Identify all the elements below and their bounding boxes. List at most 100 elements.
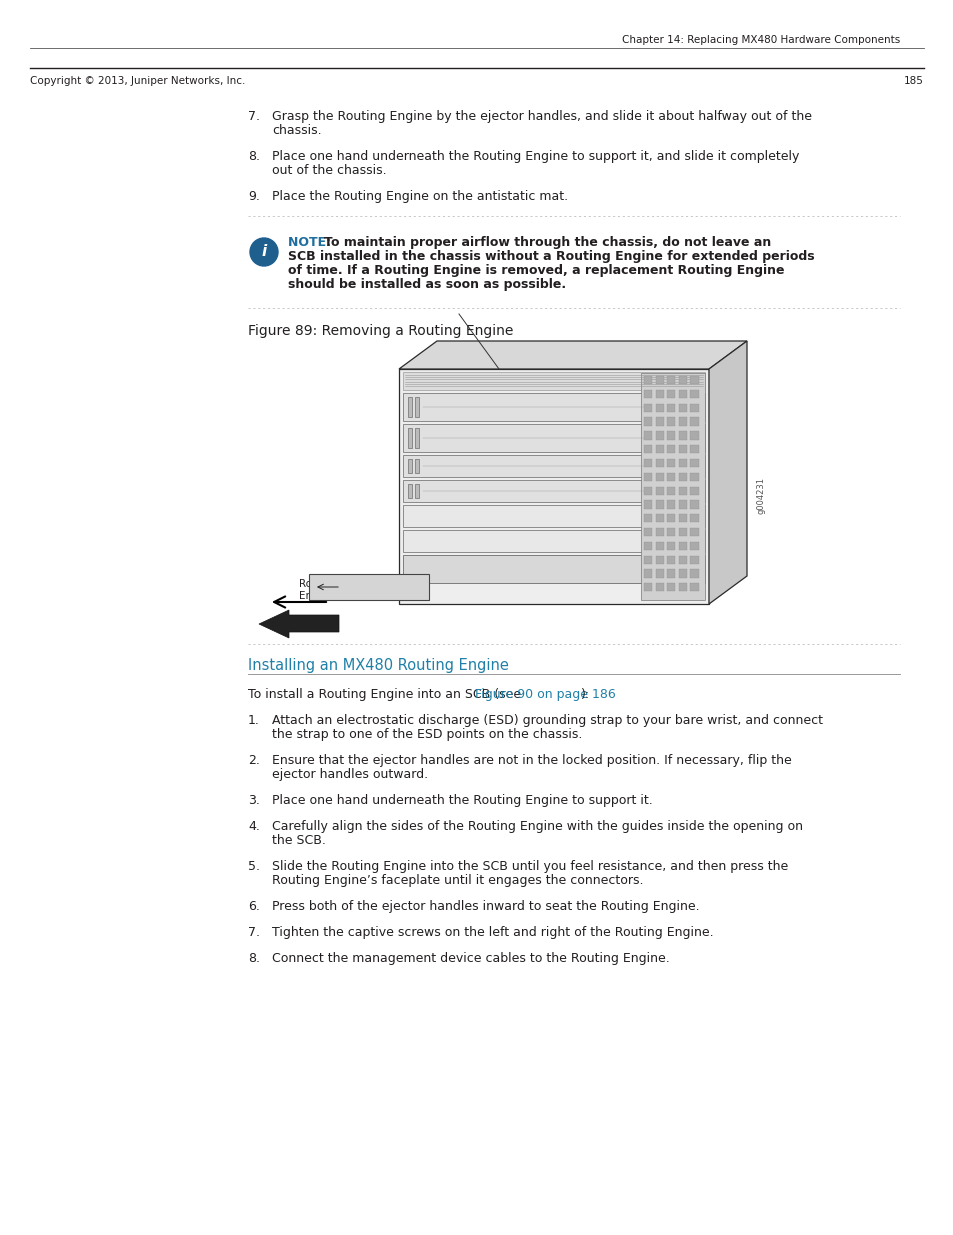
Text: ):: ): — [580, 688, 590, 701]
Polygon shape — [655, 445, 663, 453]
Polygon shape — [679, 390, 686, 398]
Polygon shape — [655, 459, 663, 467]
Polygon shape — [643, 487, 652, 495]
Polygon shape — [679, 375, 686, 384]
Polygon shape — [666, 375, 675, 384]
Polygon shape — [655, 487, 663, 495]
Text: 2.: 2. — [248, 755, 259, 767]
Text: To install a Routing Engine into an SCB (see: To install a Routing Engine into an SCB … — [248, 688, 524, 701]
Text: Ensure that the ejector handles are not in the locked position. If necessary, fl: Ensure that the ejector handles are not … — [272, 755, 791, 767]
Text: 3.: 3. — [248, 794, 259, 806]
Text: should be installed as soon as possible.: should be installed as soon as possible. — [288, 278, 565, 291]
Text: Place one hand underneath the Routing Engine to support it, and slide it complet: Place one hand underneath the Routing En… — [272, 149, 799, 163]
Polygon shape — [398, 341, 746, 369]
Polygon shape — [666, 473, 675, 480]
Polygon shape — [643, 514, 652, 522]
Text: Carefully align the sides of the Routing Engine with the guides inside the openi: Carefully align the sides of the Routing… — [272, 820, 802, 832]
Text: Place one hand underneath the Routing Engine to support it.: Place one hand underneath the Routing En… — [272, 794, 652, 806]
Polygon shape — [643, 375, 652, 384]
Polygon shape — [690, 390, 698, 398]
Polygon shape — [643, 390, 652, 398]
Text: Tighten the captive screws on the left and right of the Routing Engine.: Tighten the captive screws on the left a… — [272, 926, 713, 939]
Polygon shape — [643, 473, 652, 480]
Text: the strap to one of the ESD points on the chassis.: the strap to one of the ESD points on th… — [272, 727, 581, 741]
Polygon shape — [643, 569, 652, 578]
Polygon shape — [690, 527, 698, 536]
Polygon shape — [655, 417, 663, 426]
Polygon shape — [408, 396, 412, 417]
Polygon shape — [666, 500, 675, 509]
Text: 6.: 6. — [248, 900, 259, 913]
Polygon shape — [643, 404, 652, 412]
Polygon shape — [398, 369, 708, 604]
Polygon shape — [643, 431, 652, 440]
Polygon shape — [666, 417, 675, 426]
Polygon shape — [655, 500, 663, 509]
Polygon shape — [643, 542, 652, 550]
Polygon shape — [402, 480, 704, 501]
Text: Place the Routing Engine on the antistatic mat.: Place the Routing Engine on the antistat… — [272, 190, 568, 203]
Polygon shape — [690, 583, 698, 592]
Polygon shape — [258, 610, 338, 638]
Text: 5.: 5. — [248, 860, 260, 873]
Polygon shape — [666, 556, 675, 564]
Polygon shape — [666, 459, 675, 467]
Polygon shape — [415, 459, 418, 473]
Polygon shape — [643, 417, 652, 426]
Text: 185: 185 — [903, 77, 923, 86]
Polygon shape — [643, 527, 652, 536]
Polygon shape — [679, 583, 686, 592]
Polygon shape — [666, 404, 675, 412]
Polygon shape — [679, 445, 686, 453]
Polygon shape — [679, 459, 686, 467]
Text: 8.: 8. — [248, 149, 260, 163]
Polygon shape — [415, 396, 418, 417]
Polygon shape — [655, 583, 663, 592]
Text: 7.: 7. — [248, 926, 260, 939]
Text: NOTE:: NOTE: — [288, 236, 335, 249]
Polygon shape — [655, 556, 663, 564]
Text: Press both of the ejector handles inward to seat the Routing Engine.: Press both of the ejector handles inward… — [272, 900, 699, 913]
Polygon shape — [408, 484, 412, 498]
Polygon shape — [679, 569, 686, 578]
Polygon shape — [643, 583, 652, 592]
Text: 4.: 4. — [248, 820, 259, 832]
Polygon shape — [679, 556, 686, 564]
Polygon shape — [643, 556, 652, 564]
Polygon shape — [679, 487, 686, 495]
Text: Installing an MX480 Routing Engine: Installing an MX480 Routing Engine — [248, 658, 508, 673]
Polygon shape — [679, 514, 686, 522]
Polygon shape — [690, 404, 698, 412]
Text: Figure 90 on page 186: Figure 90 on page 186 — [475, 688, 616, 701]
Polygon shape — [655, 569, 663, 578]
Polygon shape — [679, 542, 686, 550]
Polygon shape — [402, 505, 704, 527]
Polygon shape — [690, 500, 698, 509]
Polygon shape — [690, 556, 698, 564]
Polygon shape — [666, 527, 675, 536]
Polygon shape — [690, 445, 698, 453]
Polygon shape — [679, 404, 686, 412]
Polygon shape — [679, 417, 686, 426]
Polygon shape — [666, 583, 675, 592]
Polygon shape — [690, 514, 698, 522]
Polygon shape — [666, 445, 675, 453]
Polygon shape — [655, 473, 663, 480]
Polygon shape — [408, 429, 412, 448]
Text: 1.: 1. — [248, 714, 259, 727]
Polygon shape — [402, 454, 704, 477]
Text: Routing Engine’s faceplate until it engages the connectors.: Routing Engine’s faceplate until it enga… — [272, 874, 643, 887]
Text: SCB installed in the chassis without a Routing Engine for extended periods: SCB installed in the chassis without a R… — [288, 249, 814, 263]
Text: the SCB.: the SCB. — [272, 834, 326, 847]
Polygon shape — [408, 459, 412, 473]
Text: Routing: Routing — [298, 579, 338, 589]
Polygon shape — [655, 527, 663, 536]
Polygon shape — [690, 569, 698, 578]
Text: out of the chassis.: out of the chassis. — [272, 164, 386, 177]
Text: chassis.: chassis. — [272, 124, 321, 137]
Polygon shape — [690, 459, 698, 467]
Text: i: i — [261, 243, 266, 258]
Polygon shape — [415, 429, 418, 448]
Text: 9.: 9. — [248, 190, 259, 203]
Polygon shape — [679, 431, 686, 440]
